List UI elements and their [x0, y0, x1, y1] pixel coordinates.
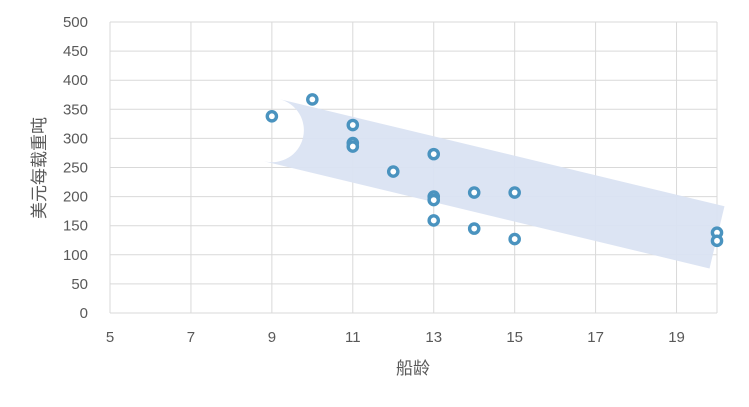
y-tick-label: 100: [63, 247, 88, 264]
trend-band-shape: [264, 99, 725, 269]
x-tick-label: 13: [425, 329, 442, 346]
data-point: [427, 147, 441, 161]
x-tick-label: 19: [668, 329, 685, 346]
data-point: [710, 234, 724, 248]
y-tick-label: 200: [63, 189, 88, 206]
y-tick-label: 350: [63, 101, 88, 118]
data-point: [265, 109, 279, 123]
data-point: [427, 193, 441, 207]
data-point: [427, 214, 441, 227]
x-axis-title: 船龄: [396, 359, 430, 379]
y-tick-label: 300: [63, 130, 88, 147]
data-point: [508, 186, 521, 199]
x-tick-label: 9: [268, 329, 276, 346]
data-point: [306, 93, 319, 106]
trend-band: [264, 99, 725, 269]
y-tick-label: 450: [63, 43, 88, 60]
tick-labels: 0 50 100 150 200 250 300 350 400 450 500 5 7 9 11 13 15 1…: [63, 14, 685, 346]
x-tick-label: 5: [106, 329, 114, 346]
x-tick-label: 7: [187, 329, 195, 346]
y-tick-label: 500: [63, 14, 88, 31]
data-point: [346, 118, 360, 132]
data-point: [386, 165, 400, 178]
x-tick-label: 17: [587, 329, 604, 346]
y-axis-title: 美元每载重吨: [30, 117, 50, 219]
data-point: [467, 186, 481, 199]
y-tick-label: 250: [63, 160, 88, 177]
x-tick-label: 11: [345, 329, 361, 346]
data-point: [467, 222, 481, 235]
y-tick-label: 400: [63, 72, 88, 89]
x-tick-label: 15: [506, 329, 523, 346]
data-points: [265, 93, 724, 248]
data-point: [346, 140, 360, 153]
data-point: [508, 232, 521, 246]
y-tick-label: 150: [63, 218, 88, 235]
y-tick-label: 0: [80, 305, 88, 322]
y-tick-label: 50: [71, 276, 88, 293]
